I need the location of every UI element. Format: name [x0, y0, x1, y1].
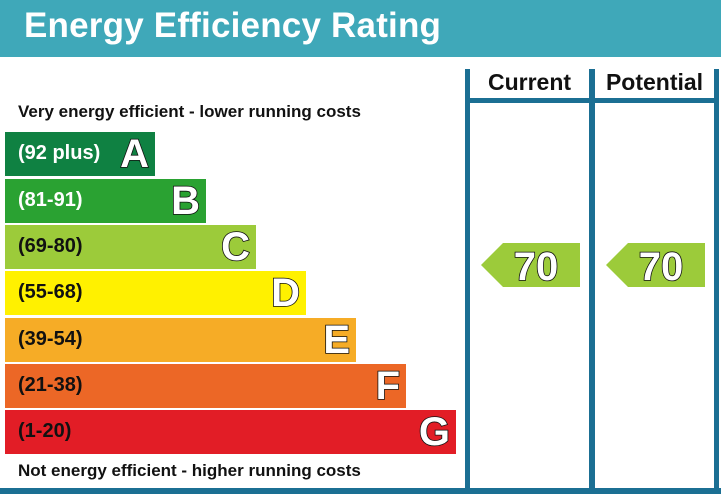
band-range: (81-91) — [18, 189, 83, 211]
band-c: (69-80) C — [5, 224, 256, 270]
band-g: (1-20) G — [5, 409, 456, 455]
column-divider-middle — [589, 69, 595, 489]
band-e: (39-54) E — [5, 317, 356, 363]
band-letter: D — [270, 270, 300, 316]
current-rating-arrow: 70 — [481, 243, 580, 288]
header-bar: Energy Efficiency Rating — [0, 0, 721, 57]
column-divider-right — [714, 69, 719, 489]
potential-arrow-shape — [606, 243, 705, 287]
caption-efficient: Very energy efficient - lower running co… — [18, 102, 361, 121]
band-letter: C — [220, 224, 250, 270]
potential-rating-value: 70 — [639, 245, 684, 288]
band-a: (92 plus) A — [5, 131, 155, 177]
band-letter: G — [418, 409, 451, 455]
header-rule — [465, 98, 719, 103]
potential-rating-arrow: 70 — [606, 243, 705, 288]
band-range: (55-68) — [18, 281, 83, 303]
bottom-rule — [0, 488, 721, 494]
column-header-current: Current — [487, 69, 572, 95]
column-header-potential: Potential — [605, 69, 704, 95]
band-range: (39-54) — [18, 328, 83, 350]
band-letter: B — [170, 178, 200, 224]
band-b: (81-91) B — [5, 178, 206, 224]
current-arrow-shape — [481, 243, 580, 287]
band-letter: F — [375, 363, 401, 409]
band-range: (92 plus) — [18, 142, 101, 164]
column-divider-left — [465, 69, 470, 489]
current-rating-value: 70 — [514, 245, 559, 288]
band-range: (69-80) — [18, 235, 83, 257]
band-range: (21-38) — [18, 374, 83, 396]
band-letter: E — [323, 317, 351, 363]
band-letter: A — [119, 131, 149, 177]
band-f: (21-38) F — [5, 363, 406, 409]
band-range: (1-20) — [18, 420, 72, 442]
band-d: (55-68) D — [5, 270, 306, 316]
caption-inefficient: Not energy efficient - higher running co… — [18, 461, 361, 480]
page-title: Energy Efficiency Rating — [24, 6, 442, 45]
